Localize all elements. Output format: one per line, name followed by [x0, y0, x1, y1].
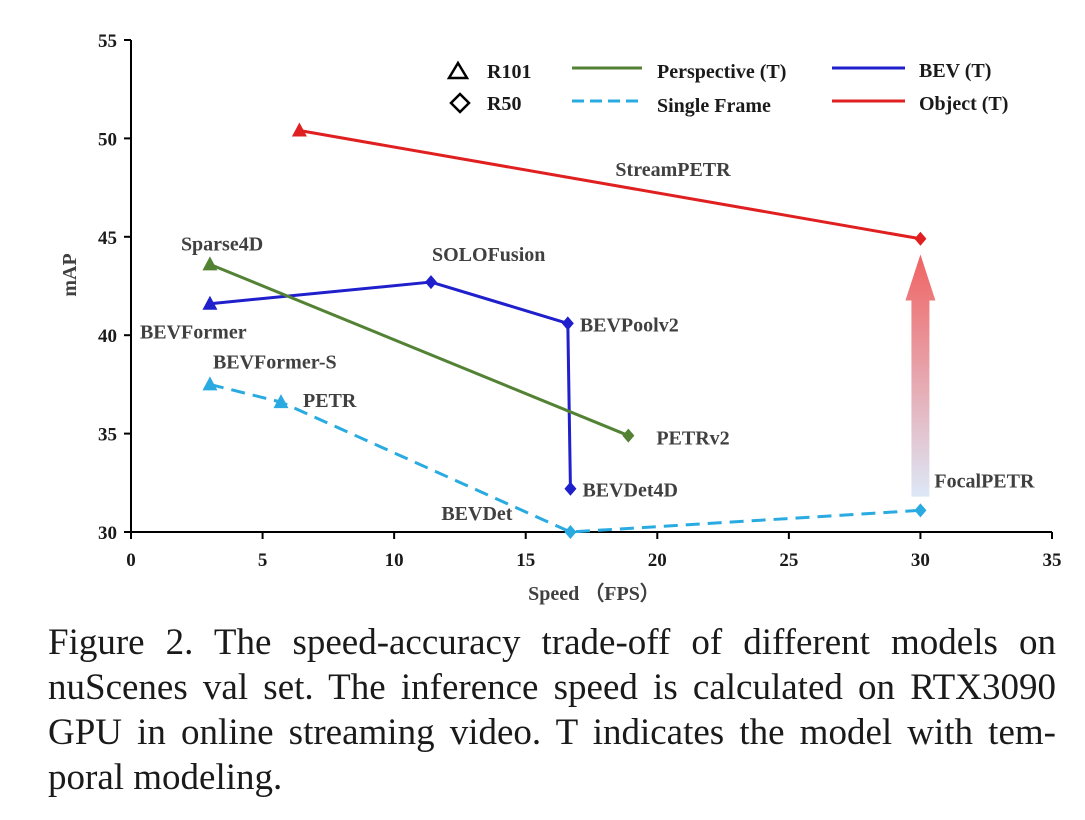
axes — [130, 40, 1052, 533]
legend-item-r50: R50 — [449, 92, 521, 115]
y-axis-title: mAP — [59, 253, 81, 296]
x-ticks: 0 5 10 15 20 25 30 35 — [126, 532, 1062, 571]
point-label-solofusion: SOLOFusion — [432, 244, 545, 266]
speed-accuracy-chart: 30 35 40 45 50 55 0 5 10 15 20 25 30 35 BEVFormer SOL… — [59, 31, 1062, 605]
annotation-streampetr: StreamPETR — [615, 159, 731, 181]
data-point-triangle — [273, 394, 289, 409]
y-tick-label: 45 — [98, 228, 117, 249]
point-labels: BEVFormer SOLOFusion BEVPoolv2 BEVDet4D Spar… — [140, 233, 1035, 525]
y-tick-label: 30 — [98, 523, 117, 544]
x-tick-label: 0 — [126, 550, 136, 571]
x-tick-label: 25 — [779, 550, 798, 571]
x-tick-label: 30 — [911, 550, 930, 571]
data-point-diamond — [914, 231, 927, 246]
legend-label-r101: R101 — [487, 61, 531, 83]
series-line-single-frame — [209, 382, 921, 534]
x-tick-label: 15 — [516, 550, 535, 571]
legend-item-bev: BEV (T) — [832, 60, 991, 82]
data-point-diamond — [622, 428, 635, 443]
legend-item-r101: R101 — [446, 60, 531, 83]
data-point-diamond — [564, 481, 577, 496]
data-point-triangle — [202, 256, 218, 271]
data-point-diamond — [561, 316, 574, 331]
diamond-icon — [449, 92, 471, 114]
legend-item-object: Object (T) — [832, 93, 1008, 115]
x-axis-title: Speed （FPS） — [528, 582, 660, 605]
x-tick-label: 10 — [385, 550, 404, 571]
data-point-triangle — [202, 376, 218, 391]
x-tick-label: 35 — [1043, 550, 1062, 571]
data-point-triangle — [291, 122, 307, 137]
series-line-object-t — [299, 129, 921, 241]
y-ticks: 30 35 40 45 50 55 — [98, 31, 131, 544]
point-label-bevdet: BEVDet — [441, 503, 512, 525]
x-tick-label: 5 — [258, 550, 268, 571]
legend-label-bev: BEV (T) — [919, 60, 991, 82]
figure-chart: 30 35 40 45 50 55 0 5 10 15 20 25 30 35 BEVFormer SOL… — [59, 31, 1062, 605]
point-label-bevformer-s: BEVFormer-S — [213, 351, 337, 373]
point-label-petr: PETR — [303, 390, 357, 412]
legend-label-single-frame: Single Frame — [657, 95, 771, 117]
legend-label-object: Object (T) — [919, 93, 1008, 115]
y-tick-label: 35 — [98, 425, 117, 446]
point-label-petrv2: PETRv2 — [656, 428, 729, 450]
y-tick-label: 55 — [98, 31, 117, 52]
data-point-diamond — [424, 275, 437, 290]
point-label-focalpetr: FocalPETR — [934, 470, 1035, 492]
improvement-arrow-layer — [905, 254, 936, 497]
improvement-arrow — [905, 254, 936, 497]
data-point-triangle — [202, 295, 218, 310]
legend: R101 R50 Perspective (T) Single Frame BE… — [446, 60, 1008, 117]
triangle-icon — [446, 60, 470, 80]
point-label-bevdet4d: BEVDet4D — [582, 480, 678, 502]
legend-item-perspective: Perspective (T) — [572, 61, 786, 83]
data-point-diamond — [564, 525, 577, 539]
series-line-bev-t — [209, 280, 572, 489]
y-tick-label: 40 — [98, 326, 117, 347]
series-layer — [202, 122, 927, 539]
data-point-diamond — [914, 503, 927, 518]
figure-caption: Figure 2. The speed-accuracy trade-off o… — [48, 622, 1056, 798]
point-label-bevpoolv2: BEVPoolv2 — [580, 314, 679, 336]
legend-label-perspective: Perspective (T) — [657, 61, 786, 83]
legend-label-r50: R50 — [487, 93, 521, 115]
series-line-perspective-t — [209, 262, 629, 437]
point-label-sparse4d: Sparse4D — [181, 233, 263, 255]
x-tick-label: 20 — [648, 550, 667, 571]
legend-item-single-frame: Single Frame — [572, 95, 771, 117]
y-tick-label: 50 — [98, 129, 117, 150]
point-label-bevformer: BEVFormer — [140, 322, 247, 344]
